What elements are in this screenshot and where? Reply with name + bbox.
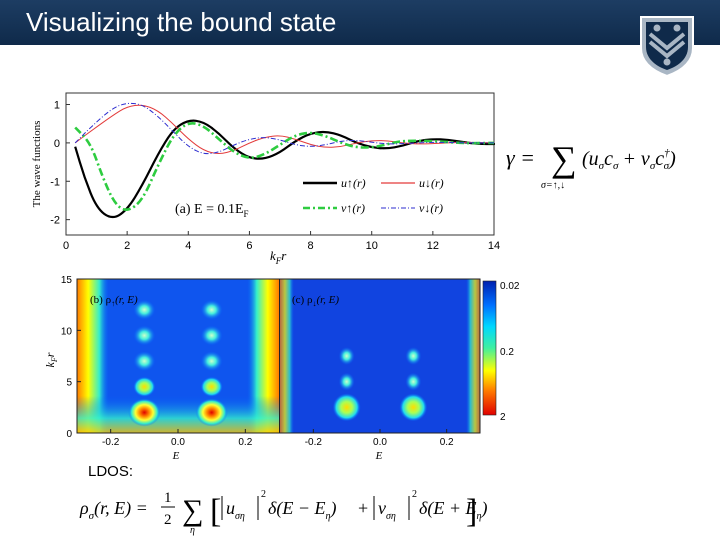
heat-x-tick-label: -0.2 — [305, 437, 323, 448]
ldos-sum: ∑ — [182, 494, 203, 527]
heatmap-panel-b — [77, 279, 279, 433]
ldos-peak-b — [133, 376, 156, 397]
heat-x-tick-label: -0.2 — [102, 437, 120, 448]
ldos-label: LDOS: — [88, 463, 133, 480]
big-bracket-open: [ — [210, 493, 221, 530]
panel-c-bound-state-peaks — [332, 347, 428, 422]
series-line-1 — [74, 104, 495, 154]
panel-c-background — [280, 279, 480, 433]
sum-subscript: σ=↑,↓ — [541, 180, 565, 191]
square-1: 2 — [261, 489, 266, 500]
ldos-peak-b — [200, 376, 223, 397]
title-bar: Visualizing the bound state — [0, 0, 720, 45]
panel-b-x-axis-label: E — [172, 450, 180, 462]
ldos-peak-b — [133, 325, 156, 346]
sum-operator: ∑ — [551, 139, 577, 179]
ldos-peak-b — [133, 299, 156, 320]
heat-y-tick-label: 10 — [61, 326, 73, 337]
gamma-body: (uσcσ + vσc† σ) — [582, 147, 676, 172]
big-bracket-close: ] — [466, 493, 477, 530]
line-series-group — [74, 102, 496, 219]
rice-university-shield-icon — [640, 16, 694, 78]
panel-c-right-edge — [466, 279, 480, 433]
ldos-peak-c — [405, 347, 422, 365]
y-tick-label: -2 — [50, 215, 60, 227]
heatmap-ticks: -0.2 0.0 0.2 -0.2 0.0 0.2 15 10 5 0 — [61, 275, 454, 448]
series-line-3 — [74, 102, 494, 155]
ldos-equation: ρσ(r, E) = 1 2 ∑ η [ uση 2 δ(E − Eη) + v… — [79, 489, 487, 536]
x-tick-label: 6 — [246, 240, 252, 252]
heat-x-tick-label: 0.2 — [440, 437, 454, 448]
delta-1: δ(E − Eη) — [268, 498, 336, 522]
colorbar-tick-mid: 0.2 — [500, 347, 514, 358]
gamma-equation: γ = ∑ σ=↑,↓ (uσcσ + vσc† σ) — [506, 139, 676, 191]
delta-2: δ(E + Eη) — [419, 498, 487, 522]
ldos-peak-b — [133, 351, 156, 372]
legend-label-u-up: u↑(r) — [341, 176, 366, 190]
panel-c-left-edge — [280, 279, 294, 433]
u-term: uση — [226, 498, 245, 522]
legend: u↑(r) u↓(r) v↑(r) v↓(r) — [303, 176, 444, 215]
x-tick-label: 12 — [427, 240, 439, 252]
panel-b-annotation: (b) ρ↑(r, E) — [90, 294, 138, 308]
legend-label-u-down: u↓(r) — [419, 176, 444, 190]
y-tick-label: 1 — [54, 100, 60, 112]
square-2: 2 — [412, 489, 417, 500]
ldos-peak-b — [200, 351, 223, 372]
gamma-lhs: γ = — [506, 145, 535, 170]
panel-b-bottom-band — [77, 396, 279, 433]
legend-label-v-up: v↑(r) — [341, 201, 365, 215]
ldos-sum-subscript: η — [190, 525, 195, 536]
v-term: vση — [378, 498, 396, 522]
colorbar-tick-top: 0.02 — [500, 281, 520, 292]
x-tick-label: 14 — [488, 240, 500, 252]
colorbar: 0.02 0.2 2 — [482, 280, 520, 423]
slide-title: Visualizing the bound state — [26, 7, 337, 37]
x-tick-label: 10 — [366, 240, 378, 252]
heat-y-tick-label: 5 — [66, 378, 72, 389]
heat-x-tick-label: 0.0 — [373, 437, 387, 448]
panel-c-annotation: (c) ρ↓(r, E) — [292, 294, 339, 308]
panel-c-x-axis-label: E — [375, 450, 383, 462]
x-tick-label: 2 — [124, 240, 130, 252]
heatmap-panel-c — [280, 279, 480, 433]
frac-num: 1 — [164, 490, 172, 506]
ldos-plus: + — [358, 498, 368, 518]
heat-x-tick-label: 0.0 — [171, 437, 185, 448]
ldos-peak-c — [338, 347, 355, 365]
legend-label-v-down: v↓(r) — [419, 201, 443, 215]
ldos-peak-b — [128, 398, 161, 427]
ldos-peak-b — [195, 398, 228, 427]
plot-frame — [65, 92, 495, 236]
y-tick-label: 0 — [54, 138, 60, 150]
frac-den: 2 — [164, 512, 172, 528]
colorbar-gradient — [482, 280, 497, 416]
y-tick-label: -1 — [50, 176, 60, 188]
panel-a-annotation: (a) E = 0.1EF — [175, 202, 249, 219]
heatmap-frame — [76, 278, 481, 434]
x-tick-label: 0 — [63, 240, 69, 252]
series-line-2 — [74, 121, 495, 211]
heat-x-tick-label: 0.2 — [238, 437, 252, 448]
ldos-peak-c — [405, 372, 422, 391]
ldos-peak-b — [200, 299, 223, 320]
colorbar-tick-bottom: 2 — [500, 412, 506, 423]
ldos-lhs: ρσ(r, E) = — [79, 498, 148, 522]
x-tick-label: 4 — [185, 240, 191, 252]
x-tick-label: 8 — [308, 240, 314, 252]
panel-b-bound-state-peaks — [128, 299, 228, 427]
x-axis-label: kFr — [270, 248, 287, 266]
heatmap-y-axis-label: kFr — [43, 352, 59, 367]
heat-y-tick-label: 15 — [61, 275, 73, 286]
ldos-peak-c — [399, 393, 428, 422]
ldos-peak-c — [332, 393, 361, 422]
heat-y-tick-label: 0 — [66, 429, 72, 440]
y-axis-label: The wave functions — [31, 121, 43, 208]
ldos-peak-c — [338, 372, 355, 391]
ldos-peak-b — [200, 325, 223, 346]
